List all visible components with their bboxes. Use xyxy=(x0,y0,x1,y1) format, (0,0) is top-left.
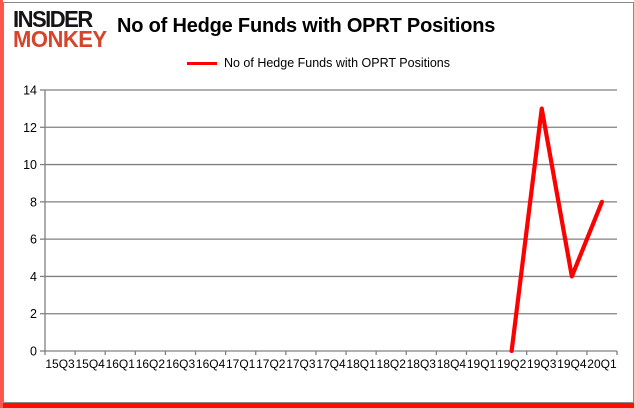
svg-text:19Q2: 19Q2 xyxy=(497,357,527,371)
svg-text:18Q1: 18Q1 xyxy=(346,357,376,371)
svg-text:16Q3: 16Q3 xyxy=(166,357,196,371)
svg-text:19Q1: 19Q1 xyxy=(467,357,497,371)
svg-text:10: 10 xyxy=(23,158,37,172)
svg-text:15Q4: 15Q4 xyxy=(75,357,105,371)
svg-text:17Q3: 17Q3 xyxy=(286,357,316,371)
svg-text:6: 6 xyxy=(30,233,37,247)
svg-text:20Q1: 20Q1 xyxy=(587,357,617,371)
svg-text:15Q3: 15Q3 xyxy=(45,357,75,371)
svg-text:16Q1: 16Q1 xyxy=(106,357,136,371)
svg-text:17Q4: 17Q4 xyxy=(316,357,346,371)
logo-insider-text: INSIDER xyxy=(13,5,93,33)
svg-text:16Q4: 16Q4 xyxy=(196,357,226,371)
svg-text:19Q4: 19Q4 xyxy=(557,357,587,371)
svg-text:17Q2: 17Q2 xyxy=(256,357,286,371)
svg-text:2: 2 xyxy=(30,307,37,321)
svg-text:18Q2: 18Q2 xyxy=(377,357,407,371)
svg-text:17Q1: 17Q1 xyxy=(226,357,256,371)
svg-text:0: 0 xyxy=(30,345,37,359)
svg-text:14: 14 xyxy=(23,84,37,98)
svg-text:12: 12 xyxy=(23,121,37,135)
chart-title: No of Hedge Funds with OPRT Positions xyxy=(117,15,496,37)
svg-text:19Q3: 19Q3 xyxy=(527,357,557,371)
svg-text:8: 8 xyxy=(30,195,37,209)
svg-text:16Q2: 16Q2 xyxy=(136,357,166,371)
legend-label: No of Hedge Funds with OPRT Positions xyxy=(223,56,451,70)
red-line-swatch-icon xyxy=(186,61,217,65)
logo-monkey-text: MONKEY xyxy=(13,26,107,53)
svg-text:18Q4: 18Q4 xyxy=(437,357,467,371)
svg-text:4: 4 xyxy=(30,270,37,284)
insider-monkey-logo: INSIDER MONKEY xyxy=(13,5,107,53)
legend: No of Hedge Funds with OPRT Positions xyxy=(0,56,637,70)
svg-text:18Q3: 18Q3 xyxy=(407,357,437,371)
